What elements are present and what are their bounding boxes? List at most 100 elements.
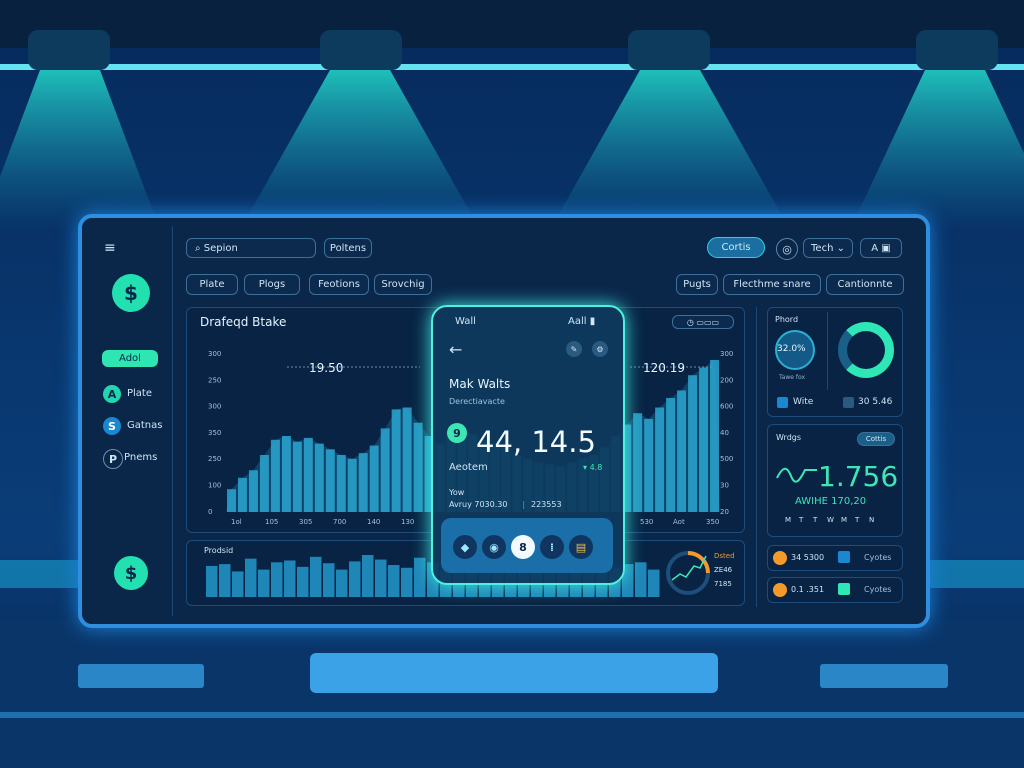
dock-icon[interactable]: ◉ — [482, 535, 506, 559]
card-button[interactable]: Cottis — [857, 432, 895, 446]
button[interactable]: Poltens — [324, 238, 372, 258]
ring-tag: Phord — [775, 315, 799, 324]
weekday: M — [841, 516, 848, 524]
sidebar-item[interactable]: Pnems — [124, 452, 158, 463]
phone-title: Mak Walts — [449, 377, 511, 391]
x-tick-label: 130 — [401, 518, 414, 526]
pad — [820, 664, 948, 688]
menu-icon[interactable]: ≡ — [104, 240, 116, 256]
y-tick-label: 600 — [720, 403, 733, 411]
x-tick-label: Aot — [673, 518, 685, 526]
desk — [0, 620, 1024, 768]
tab[interactable]: Plogs — [244, 274, 300, 295]
y-tick-label: 300 — [720, 350, 733, 358]
nav-icon: S — [103, 417, 121, 435]
phone-subtitle: Derectiavacte — [449, 397, 505, 406]
keyboard — [310, 653, 718, 693]
y-tick-label: 350 — [208, 429, 221, 437]
icon-button[interactable]: A ▣ — [860, 238, 902, 258]
bar — [314, 443, 324, 512]
pad — [78, 664, 204, 688]
ring-left-item: Wite — [793, 397, 814, 407]
bar — [303, 437, 313, 512]
weekday: T — [855, 516, 860, 524]
back-button[interactable]: ← — [449, 340, 463, 359]
callout: 19.50 — [309, 361, 343, 375]
icon-button[interactable]: ◎ — [776, 238, 798, 260]
bar — [380, 428, 390, 512]
weekday: T — [813, 516, 818, 524]
sub-bar — [297, 566, 309, 597]
logo: $ — [114, 556, 148, 590]
weekday: M — [785, 516, 792, 524]
bar — [424, 436, 434, 512]
sparkline — [776, 467, 817, 483]
tab[interactable]: Cantionnte — [826, 274, 904, 295]
y-tick-label: 300 — [208, 350, 221, 358]
dropdown[interactable]: Tech ⌄ — [803, 238, 853, 258]
phone-icon[interactable]: ✎ — [566, 341, 582, 357]
phone-icon[interactable]: ⚙ — [592, 341, 608, 357]
tab[interactable]: Srovchig — [374, 274, 432, 295]
row-badge — [838, 583, 850, 595]
list-row — [767, 545, 903, 571]
row-icon — [773, 551, 787, 565]
desk-edge — [0, 712, 1024, 718]
callout: 120.19 — [643, 361, 685, 375]
y-tick-label: 0 — [208, 508, 212, 516]
dock-icon[interactable]: ▤ — [569, 535, 593, 559]
list-row — [767, 577, 903, 603]
sparkline-box — [776, 467, 817, 483]
bar — [402, 407, 412, 512]
tab[interactable]: Feotions — [309, 274, 369, 295]
amount-icon: 9 — [447, 423, 467, 443]
sub-bar — [388, 565, 400, 597]
bar — [413, 422, 423, 512]
sub-bar — [375, 559, 387, 597]
weekday: N — [869, 516, 875, 524]
dock-icon[interactable]: 8 — [511, 535, 535, 559]
ring-caption: Tawe fox — [779, 374, 806, 381]
weekday: W — [827, 516, 834, 524]
bar — [391, 409, 401, 512]
row-value: 34 5300 — [791, 553, 825, 562]
row-value: 0.1 .351 — [791, 585, 825, 594]
gauge-label: 7185 — [714, 580, 732, 588]
sidebar-item[interactable]: Gatnas — [127, 420, 163, 431]
big-value: 1.756 — [818, 460, 899, 493]
nav-icon: A — [103, 385, 121, 403]
light-cone — [850, 70, 1024, 230]
phone-footer-right: 223553 — [531, 500, 562, 509]
tab[interactable]: Pugts — [676, 274, 718, 295]
sub-bar — [414, 557, 426, 597]
row-action[interactable]: Cyotes — [864, 553, 892, 562]
chart-filter[interactable]: ◷ ▭▭▭ — [672, 315, 734, 329]
sub-bar — [271, 562, 283, 597]
light-cone — [0, 70, 160, 230]
tab[interactable]: Plate — [186, 274, 238, 295]
x-tick-label: 530 — [640, 518, 653, 526]
ring-divider — [827, 312, 828, 390]
dock-icon[interactable]: ◆ — [453, 535, 477, 559]
dropdown-text: Tech — [811, 242, 834, 254]
sidebar-item[interactable]: Plate — [127, 388, 153, 399]
bar — [358, 453, 368, 512]
bar — [270, 439, 280, 512]
dock-icon[interactable]: ⁞ — [540, 535, 564, 559]
nav-icon: P — [103, 449, 123, 469]
lamp — [320, 30, 402, 70]
status-pill[interactable]: Cortis — [707, 237, 765, 258]
phone-footer-title: Yow — [449, 488, 465, 497]
tab[interactable]: Flecthme snare — [723, 274, 821, 295]
bar — [644, 418, 654, 512]
row-action[interactable]: Cyotes — [864, 585, 892, 594]
bar — [666, 398, 676, 512]
column-divider — [756, 307, 757, 607]
weekday: T — [799, 516, 804, 524]
sidebar-active[interactable]: Adol — [102, 350, 158, 367]
sub-bar — [284, 560, 296, 597]
search-box[interactable]: ⌕ Sepion — [186, 238, 316, 258]
y-tick-label: 40 — [720, 429, 729, 437]
y-tick-label: 300 — [208, 403, 221, 411]
